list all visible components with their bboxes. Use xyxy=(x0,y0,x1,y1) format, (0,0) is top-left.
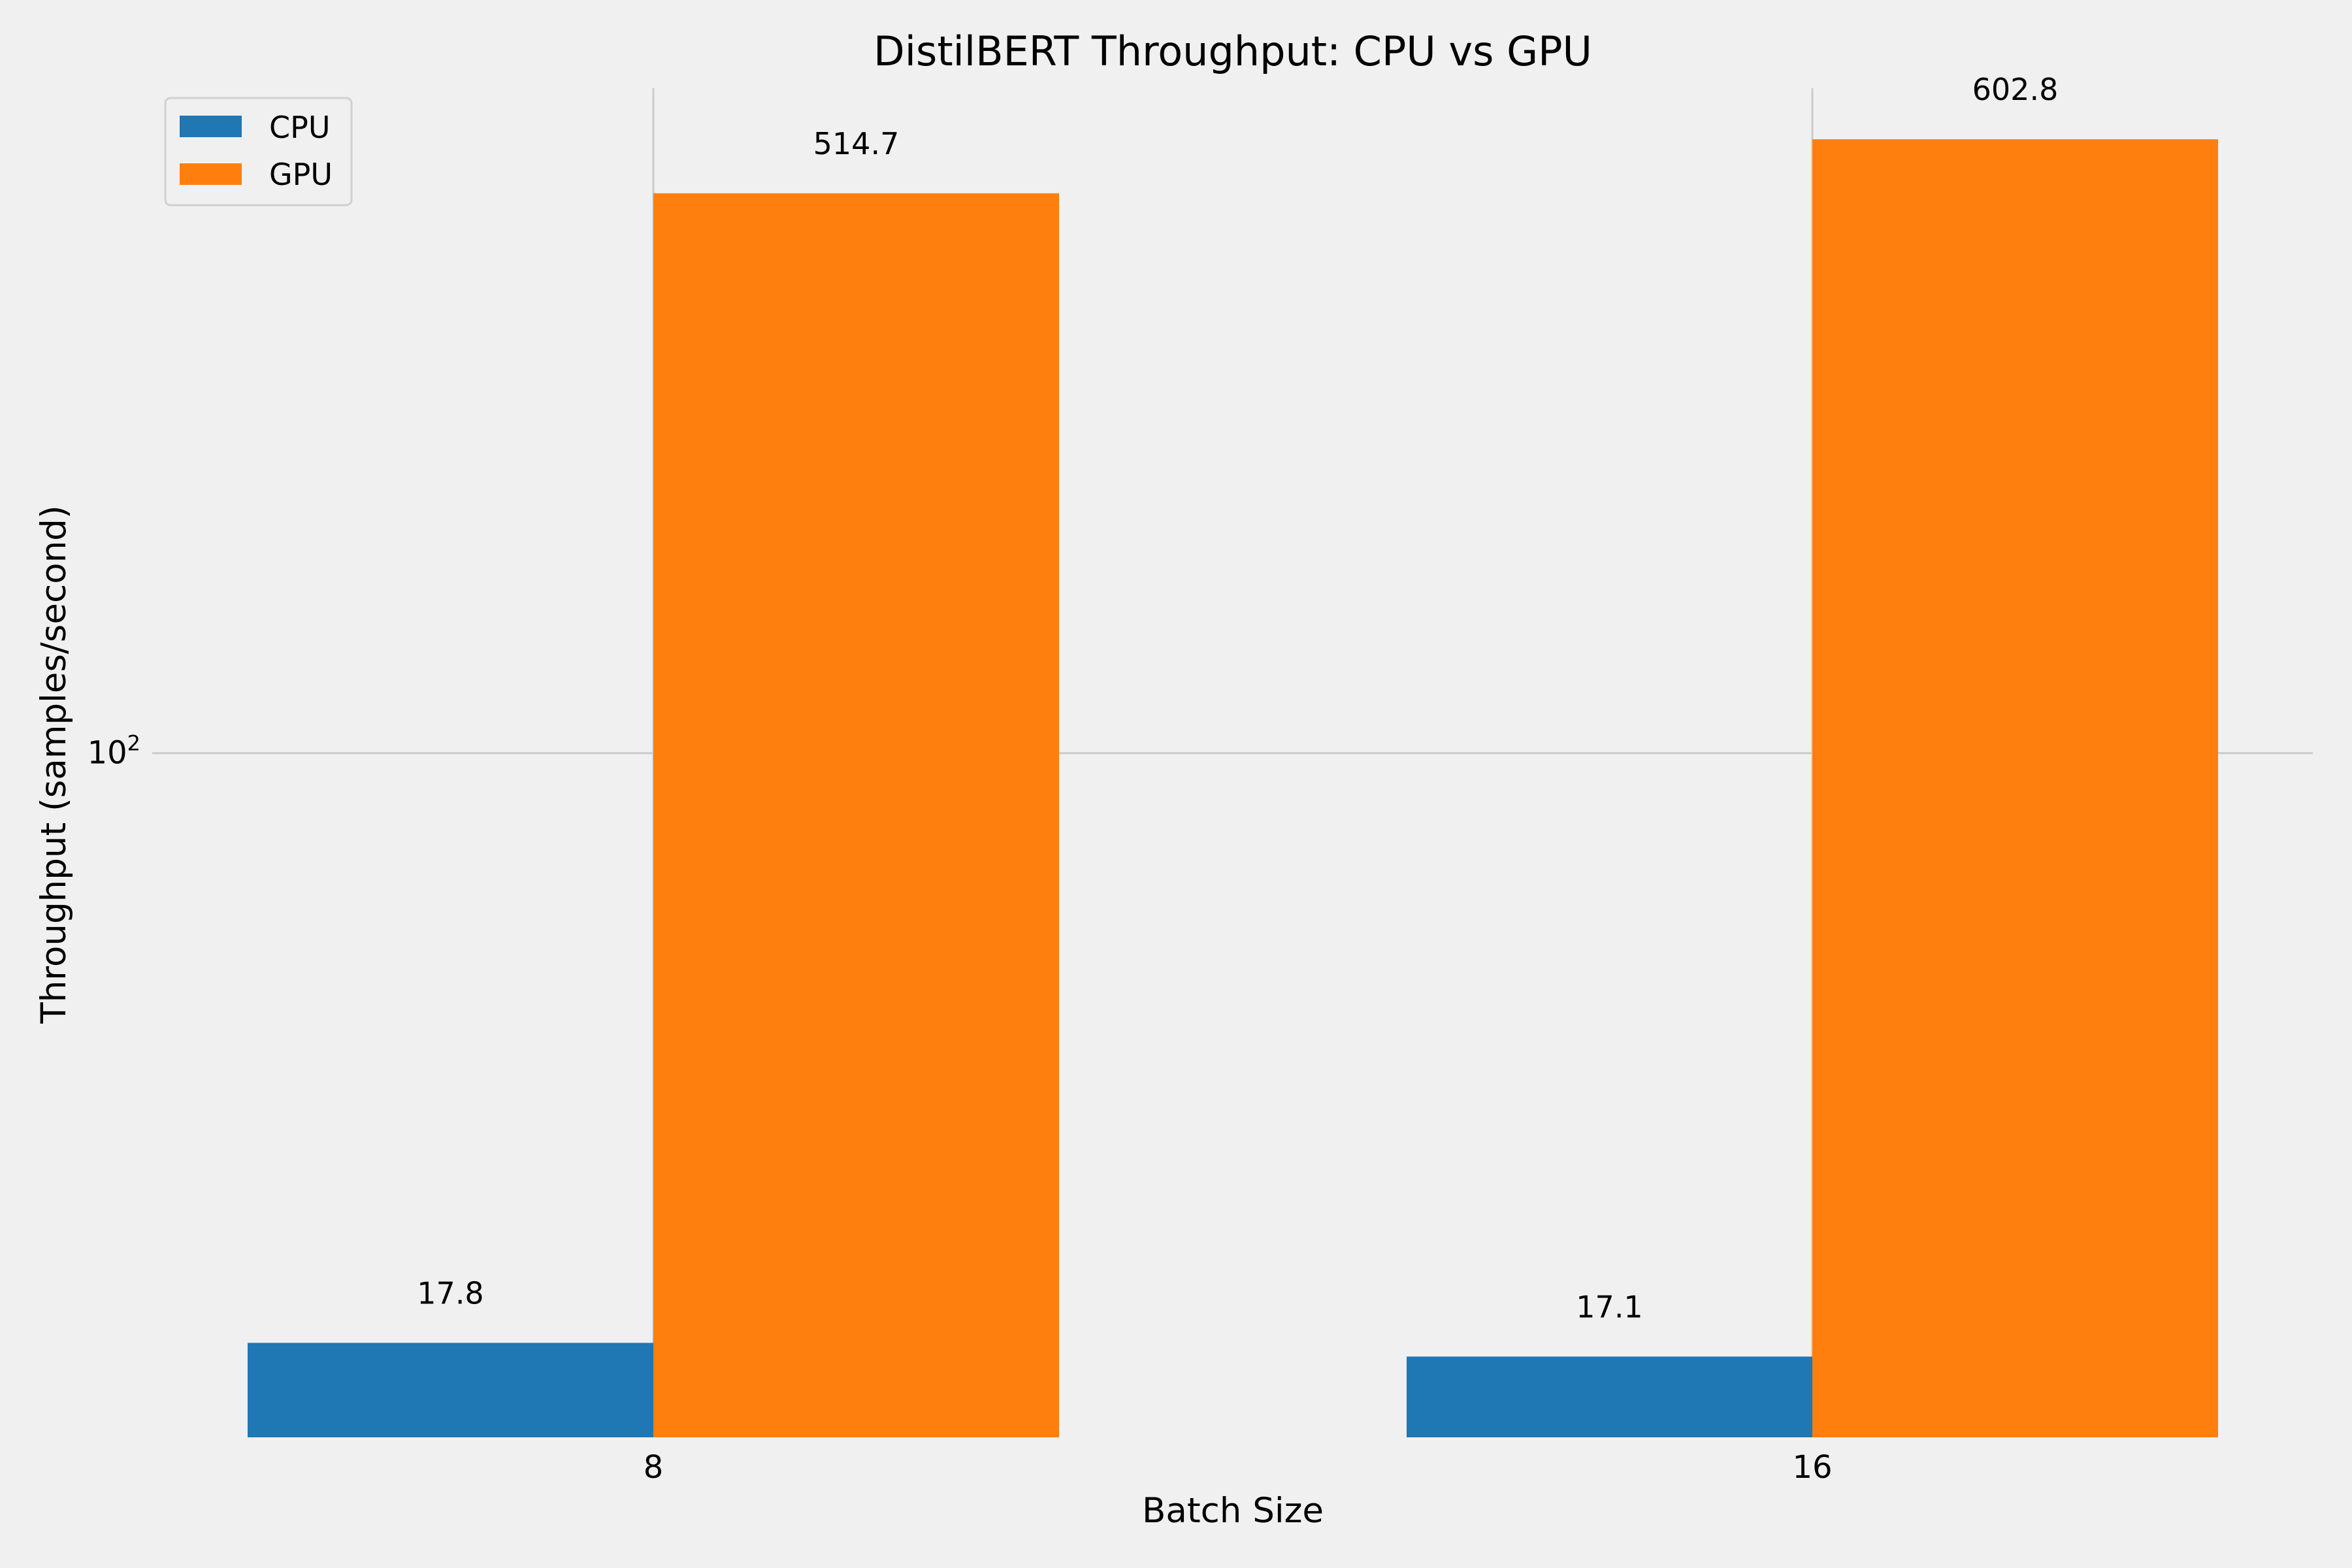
bar-cpu-batch-8 xyxy=(248,1343,653,1437)
ticks-layer: 102 8 16 xyxy=(88,731,1833,1486)
data-labels-layer: 17.8 17.1 514.7 602.8 xyxy=(417,72,2058,1324)
bar-gpu-batch-8 xyxy=(653,193,1059,1437)
legend-label-cpu: CPU xyxy=(269,110,331,145)
chart-title: DistilBERT Throughput: CPU vs GPU xyxy=(874,27,1592,75)
data-label-gpu-batch-16: 602.8 xyxy=(1972,72,2059,107)
legend-label-gpu: GPU xyxy=(269,157,333,192)
data-label-gpu-batch-8: 514.7 xyxy=(813,126,900,161)
bar-gpu-batch-16 xyxy=(1812,139,2218,1437)
y-tick-label: 102 xyxy=(88,731,140,772)
x-tick-label: 8 xyxy=(644,1449,664,1486)
legend: CPU GPU xyxy=(164,97,353,206)
data-label-cpu-batch-16: 17.1 xyxy=(1576,1289,1642,1324)
legend-swatch-gpu xyxy=(180,163,242,185)
bars-layer xyxy=(248,139,2218,1437)
bar-cpu-batch-16 xyxy=(1407,1356,1812,1437)
x-axis-label: Batch Size xyxy=(1142,1491,1324,1531)
legend-swatch-cpu xyxy=(180,116,242,137)
data-label-cpu-batch-8: 17.8 xyxy=(417,1275,483,1311)
x-tick-label: 16 xyxy=(1792,1449,1832,1486)
y-axis-label: Throughput (samples/second) xyxy=(34,505,74,1024)
